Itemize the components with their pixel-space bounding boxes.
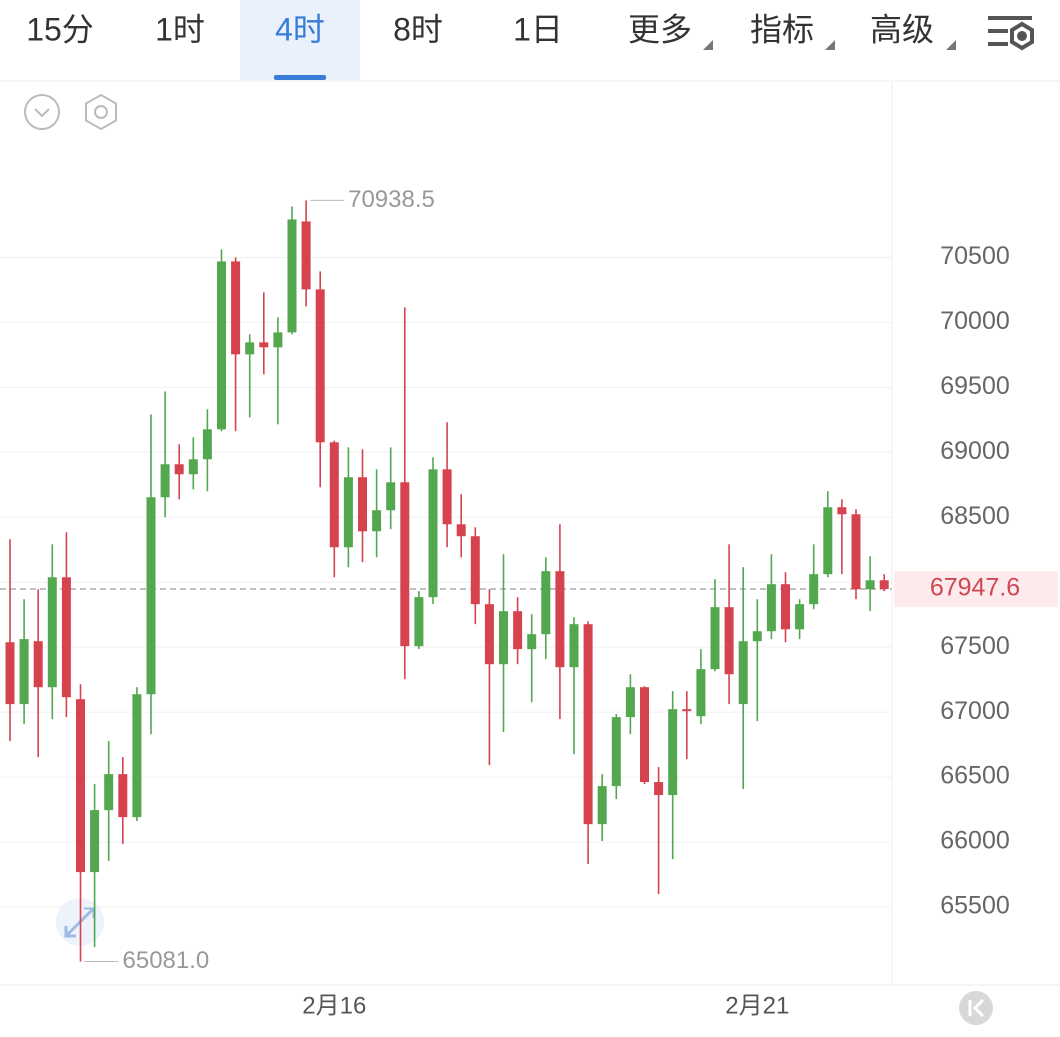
candle-body	[301, 221, 311, 290]
candle-body	[188, 459, 198, 475]
candle-body	[132, 694, 142, 818]
candle-body	[696, 669, 706, 717]
candle-body	[245, 342, 255, 355]
candle-body	[513, 611, 523, 650]
hexagon-icon[interactable]	[85, 93, 117, 131]
candle-body	[682, 709, 692, 712]
candle-body	[329, 442, 339, 548]
candle-body	[146, 497, 156, 695]
tab[interactable]: 更多	[628, 11, 692, 47]
tab[interactable]: 高级	[870, 11, 934, 47]
candle-body	[400, 482, 410, 647]
candle-body	[555, 571, 565, 668]
settings-icon[interactable]	[988, 16, 1034, 51]
candle-body	[33, 641, 43, 688]
candle-body	[781, 584, 790, 630]
candle-body	[358, 477, 367, 532]
tab[interactable]: 1日	[513, 11, 563, 47]
y-tick-label: 68500	[940, 502, 1010, 530]
y-tick-label: 69000	[940, 437, 1010, 465]
candle-body	[47, 577, 57, 688]
x-tick-label: 2月16	[302, 992, 366, 1019]
candle-body	[738, 641, 748, 705]
candle-body	[654, 782, 664, 796]
y-tick-label: 67500	[940, 632, 1010, 660]
dropdown-arrow	[703, 40, 713, 50]
candle-body	[259, 342, 269, 348]
candle-body	[442, 469, 452, 525]
last-price-bg	[894, 571, 1058, 608]
candle-body	[597, 786, 607, 825]
candle-body	[372, 510, 382, 532]
candle-body	[484, 604, 494, 665]
candle-body	[231, 261, 241, 355]
candle-body	[541, 571, 551, 635]
y-tick-label: 66000	[940, 827, 1010, 855]
dropdown-arrow	[825, 40, 835, 50]
active-tab-indicator	[274, 75, 326, 80]
candle-body	[160, 464, 170, 498]
candle-body	[118, 774, 128, 818]
candle-body	[569, 624, 579, 668]
candle-body	[174, 464, 184, 475]
candle-body	[668, 709, 678, 796]
max-label: 70938.5	[348, 186, 435, 213]
candle-body	[287, 219, 297, 333]
candle-body	[527, 634, 537, 650]
candle-body	[851, 514, 861, 590]
y-tick-label: 66500	[940, 762, 1010, 790]
x-tick-label: 2月21	[725, 992, 789, 1019]
candle-body	[879, 580, 889, 590]
active-tab-bg	[240, 0, 360, 80]
y-tick-label: 65500	[940, 892, 1010, 920]
candle-body	[5, 642, 15, 705]
candle-body	[625, 687, 635, 718]
dropdown-arrow	[946, 40, 956, 50]
scroll-end-button[interactable]	[959, 991, 993, 1025]
candle-body	[428, 469, 438, 598]
candle-body	[414, 597, 424, 647]
candle-body	[19, 639, 29, 705]
tab[interactable]: 4时	[275, 11, 325, 47]
y-tick-label: 70000	[940, 307, 1010, 335]
candle-body	[386, 482, 396, 511]
candle-body	[766, 584, 776, 632]
min-label: 65081.0	[123, 947, 210, 974]
candle-body	[837, 507, 847, 515]
last-price-label: 67947.6	[930, 574, 1020, 602]
candle-body	[315, 289, 325, 443]
candle-body	[470, 536, 480, 605]
collapse-icon[interactable]	[24, 94, 60, 130]
candle-body	[795, 604, 805, 630]
candle-body	[583, 624, 593, 825]
candle-body	[90, 810, 100, 873]
candle-body	[217, 261, 226, 430]
y-tick-label: 67000	[940, 697, 1010, 725]
candle-body	[499, 611, 508, 665]
candle-body	[104, 774, 114, 811]
candle-body	[343, 477, 353, 548]
candle-body	[752, 631, 762, 642]
candle-body	[823, 507, 833, 575]
tab[interactable]: 1时	[155, 11, 205, 47]
candle-body	[640, 687, 649, 783]
candle-body	[710, 607, 720, 670]
y-tick-label: 70500	[940, 242, 1010, 270]
candle-body	[273, 332, 283, 348]
candle-body	[61, 577, 71, 698]
candle-body	[724, 607, 734, 675]
candle-body	[76, 699, 85, 873]
tab[interactable]: 15分	[26, 11, 94, 47]
candle-body	[456, 524, 466, 537]
candle-body	[865, 580, 875, 590]
candle-body	[611, 717, 621, 787]
tab[interactable]: 8时	[393, 11, 443, 47]
candle-body	[202, 429, 212, 460]
y-tick-label: 69500	[940, 372, 1010, 400]
tab[interactable]: 指标	[750, 11, 814, 47]
candle-body	[809, 574, 819, 605]
